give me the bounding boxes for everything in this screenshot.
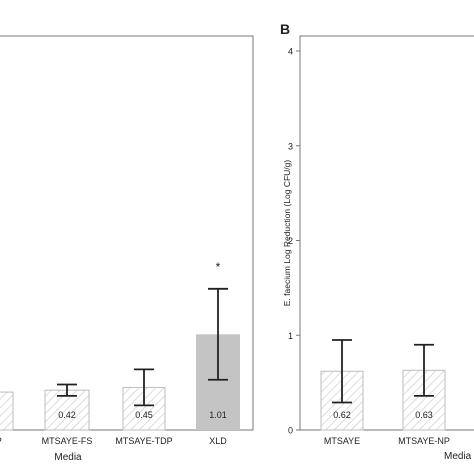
panel-b: B 0 1 2 3 4 0.62 MTSAYE 0.63 MTSAYE-NP E. faeciu… xyxy=(280,21,474,462)
panel-b-letter: B xyxy=(280,21,290,37)
y-tick-label: 4 xyxy=(288,47,293,57)
x-tick-label: MTSAYE xyxy=(324,436,360,446)
panel-b-frame xyxy=(299,35,474,431)
bar-value-label: 0.42 xyxy=(58,410,76,420)
panel-b-ylabel: E. faecium Log Reduction (Log CFU/g) xyxy=(282,160,292,307)
x-tick-label: XLD xyxy=(209,436,227,446)
significance-marker: * xyxy=(216,260,221,274)
panel-b-xlabel: Media xyxy=(444,451,472,462)
y-tick-label: 1 xyxy=(288,331,293,341)
bar-value-label: 0.62 xyxy=(333,410,351,420)
x-tick-label: MTSAYE-NP xyxy=(398,436,450,446)
x-tick-label: MTSAYE-TDP xyxy=(115,436,172,446)
x-tick-label: MTSAYE-FS xyxy=(42,436,93,446)
bar-value-label: 0.45 xyxy=(135,410,153,420)
y-tick-label: 2 xyxy=(288,236,293,246)
bar-value-label: 0.63 xyxy=(415,410,433,420)
y-tick-label: 3 xyxy=(288,141,293,151)
bar-value-label: 1.01 xyxy=(209,410,227,420)
bar-np xyxy=(0,391,14,431)
y-tick-label: 0 xyxy=(288,426,293,436)
bar-mtsaye-fs xyxy=(44,389,90,431)
panel-a-xlabel: Media xyxy=(54,452,82,463)
panel-b-marks: 0 1 2 3 4 0.62 MTSAYE 0.63 MTSAYE-NP xyxy=(288,47,450,447)
x-tick-label: -NP xyxy=(0,436,2,446)
panel-a: -NP 0.42 MTSAYE-FS 0.45 MTSAYE-TDP 1.01 * XLD M… xyxy=(0,35,254,463)
panel-a-marks: -NP 0.42 MTSAYE-FS 0.45 MTSAYE-TDP 1.01 * XLD xyxy=(0,260,240,446)
